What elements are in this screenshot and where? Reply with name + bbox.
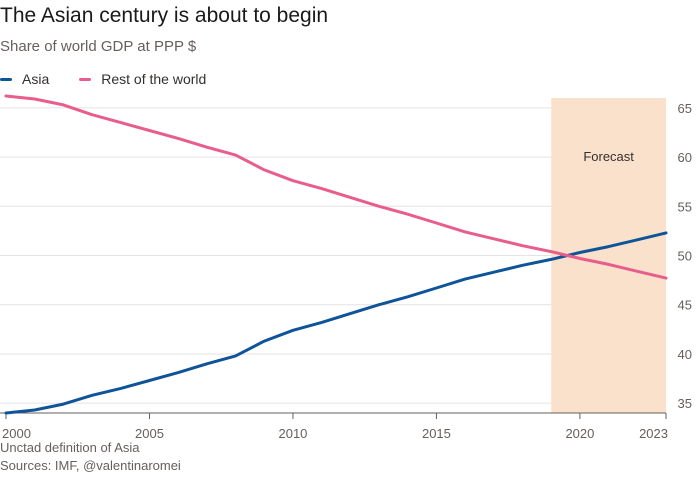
x-tick-label-2005: 2005 [135,426,164,441]
x-tick-label-2010: 2010 [278,426,307,441]
series-layer [4,94,668,415]
legend-label-asia: Asia [22,71,50,87]
legend-label-rest-of-world: Rest of the world [101,71,207,87]
x-tick-label-2000: 2000 [2,426,31,441]
x-tick-label-2020: 2020 [565,426,594,441]
axis-layer: 35 40 45 50 55 60 65 2000 2005 2010 2015 2020 2023 [0,101,692,441]
x-tick-label-2015: 2015 [422,426,451,441]
legend-item-asia: Asia [0,71,49,87]
forecast-label: Forecast [583,149,634,164]
y-tick-label-40: 40 [678,347,692,362]
footnote-definition: Unctad definition of Asia [0,440,140,455]
y-tick-label-45: 45 [678,298,692,313]
x-tick-label-2023: 2023 [639,426,668,441]
legend: Asia Rest of the world [0,71,236,87]
footnote-sources: Sources: IMF, @valentinaromei [0,458,181,473]
y-tick-label-55: 55 [678,199,692,214]
series-line-asia [4,231,668,415]
y-tick-label-35: 35 [678,396,692,411]
series-line-rest-of-the-world [4,94,668,280]
y-tick-label-65: 65 [678,101,692,116]
chart-subtitle: Share of world GDP at PPP $ [0,38,197,55]
chart-title: The Asian century is about to begin [0,4,329,27]
y-tick-label-60: 60 [678,150,692,165]
legend-item-rest-of-world: Rest of the world [79,71,206,87]
legend-swatch-asia [0,77,12,81]
y-tick-label-50: 50 [678,249,692,264]
legend-swatch-rest-of-world [79,77,92,81]
